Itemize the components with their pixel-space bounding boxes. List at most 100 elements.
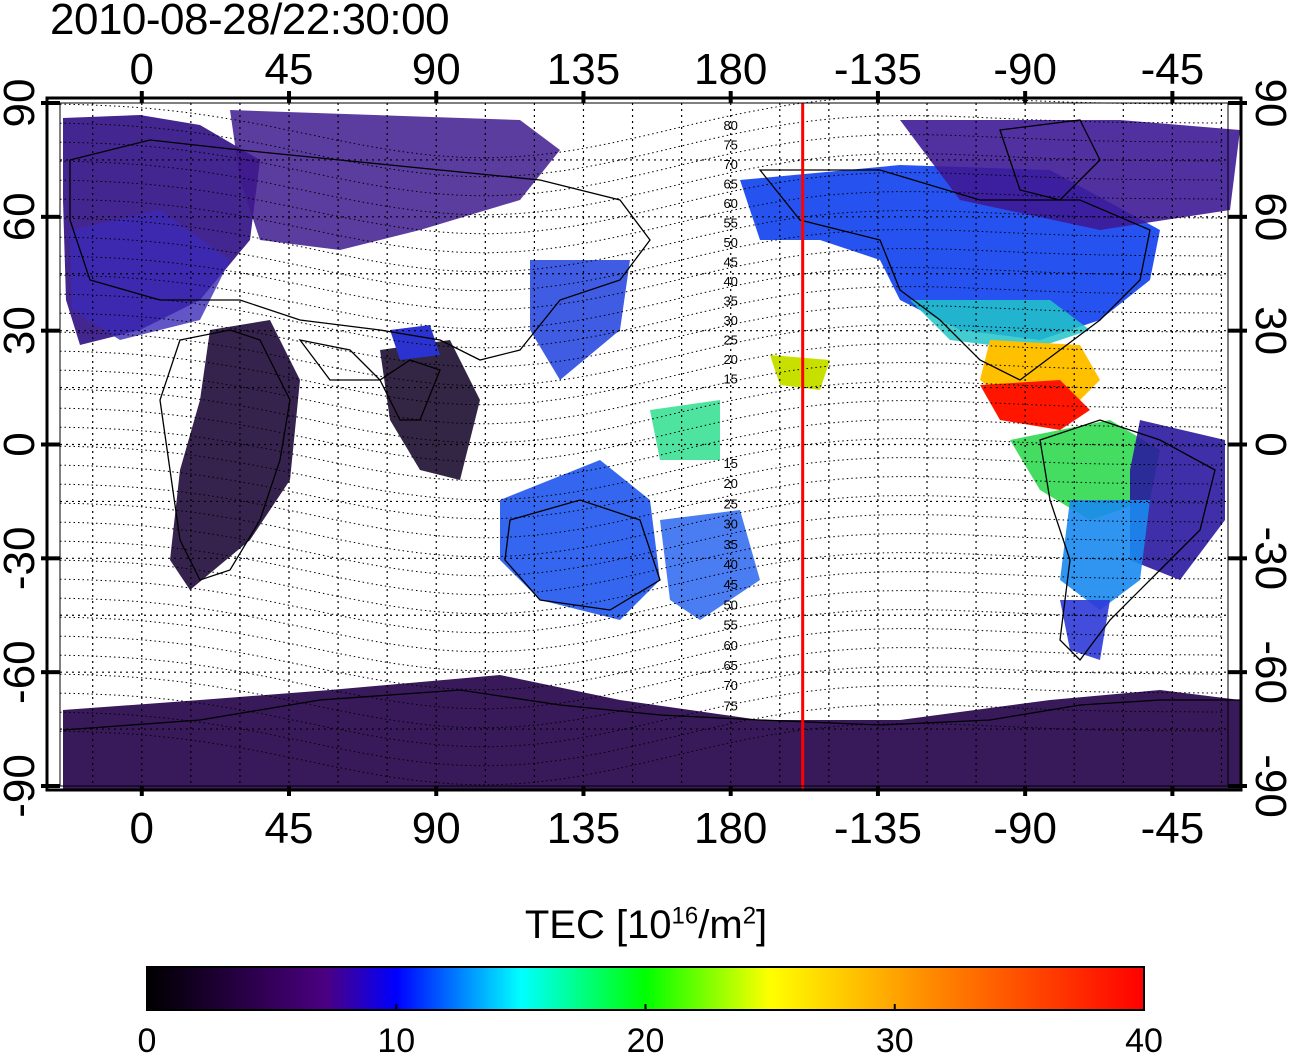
bottom-lon-label: 180 xyxy=(694,804,767,853)
bottom-lon-label: 0 xyxy=(130,804,154,853)
frame-tick-right xyxy=(1228,442,1247,447)
colorbar xyxy=(146,966,1145,1011)
contour-label-north: 35 xyxy=(723,294,737,309)
top-lon-label: -135 xyxy=(834,45,922,94)
coast-south-america xyxy=(1039,419,1216,661)
frame-tick-bottom xyxy=(434,786,439,796)
right-lat-label: 30 xyxy=(1246,306,1292,355)
top-lon-label: -45 xyxy=(1141,45,1205,94)
contour-label-north: 75 xyxy=(723,138,737,153)
frame-tick-left xyxy=(41,328,60,333)
frame-tick-top xyxy=(875,91,880,103)
frame-tick-bottom xyxy=(1170,786,1175,796)
top-lon-label: 180 xyxy=(694,45,767,94)
tec-patch-south-america-east xyxy=(1130,420,1225,580)
contour-label-north: 60 xyxy=(723,196,737,211)
colorbar-tick-label: 40 xyxy=(1125,1022,1163,1057)
top-lon-label: 90 xyxy=(412,45,461,94)
colorbar-tick-label: 0 xyxy=(138,1022,157,1057)
frame-tick-right xyxy=(1228,328,1247,333)
coast-africa xyxy=(159,329,291,581)
tec-patch-pacific-se xyxy=(660,510,760,620)
left-lat-label: -60 xyxy=(0,640,44,704)
contour-line xyxy=(59,590,1225,653)
frame-tick-bottom xyxy=(728,786,733,796)
left-lat-label: 0 xyxy=(0,432,44,456)
tec-data-patches xyxy=(63,110,1240,790)
left-lat-label: 60 xyxy=(0,192,44,241)
coast-antarctica xyxy=(62,689,1240,731)
tec-patch-india xyxy=(380,340,480,480)
colorbar-title-end: ] xyxy=(756,903,768,947)
bottom-lon-label: 45 xyxy=(265,804,314,853)
frame-tick-bottom xyxy=(581,786,586,796)
bottom-lon-label: -135 xyxy=(834,804,922,853)
tec-patch-europe-blue xyxy=(70,210,230,340)
right-lat-label: 60 xyxy=(1246,192,1292,241)
contour-label-north: 45 xyxy=(723,255,737,270)
contour-label-south: 25 xyxy=(723,496,737,511)
contour-labels: 80 75 70 65 60 55 50 45 40 35 30 25 20 15 15 20 25 30 35 40… xyxy=(723,118,737,713)
colorbar-title: TEC [1016/m2] xyxy=(0,902,1292,948)
contour-label-south: 50 xyxy=(723,597,737,612)
colorbar-tick-label: 10 xyxy=(377,1022,415,1057)
left-lat-label: -30 xyxy=(0,527,44,591)
frame-tick-bottom xyxy=(1023,786,1028,796)
frame-tick-top xyxy=(581,91,586,103)
contour-label-south: 55 xyxy=(723,618,737,633)
right-lat-label: -60 xyxy=(1246,640,1292,704)
coast-eurasia xyxy=(69,139,651,361)
frame-tick-bottom xyxy=(139,786,144,796)
contour-label-north: 70 xyxy=(723,157,737,172)
tec-patch-africa xyxy=(170,320,300,590)
tec-patch-usa-south xyxy=(910,300,1090,350)
tec-patch-australia xyxy=(500,460,660,620)
contour-label-north: 50 xyxy=(723,235,737,250)
tec-patch-central-america xyxy=(980,380,1090,430)
colorbar-title-exp1: 16 xyxy=(671,902,699,930)
frame-tick-left xyxy=(41,101,60,105)
frame-tick-right xyxy=(1228,556,1247,561)
colorbar-tick-label: 30 xyxy=(876,1022,914,1057)
contour-label-north: 80 xyxy=(723,118,737,133)
bottom-lon-label: -45 xyxy=(1141,804,1205,853)
colorbar-tick-label: 20 xyxy=(627,1022,665,1057)
right-lat-label: 90 xyxy=(1246,79,1292,128)
coastlines xyxy=(62,119,1240,731)
coast-greenland xyxy=(999,119,1101,201)
contour-line xyxy=(59,628,1225,691)
frame-tick-top xyxy=(287,91,292,103)
contour-label-south: 60 xyxy=(723,638,737,653)
bottom-lon-label: 90 xyxy=(412,804,461,853)
contour-label-south: 30 xyxy=(723,517,737,532)
bottom-lon-label: 135 xyxy=(547,804,620,853)
frame-tick-top xyxy=(139,91,144,103)
frame-tick-top xyxy=(434,91,439,103)
contour-label-north: 55 xyxy=(723,216,737,231)
frame-tick-right xyxy=(1228,101,1247,105)
frame-tick-left xyxy=(41,556,60,561)
contour-label-south: 75 xyxy=(723,698,737,713)
frame-tick-right xyxy=(1228,670,1247,675)
frame-tick-top xyxy=(1023,91,1028,103)
map-timestamp-title: 2010-08-28/22:30:00 xyxy=(50,0,450,44)
tec-patch-canada xyxy=(900,120,1240,230)
tec-patch-asia-north xyxy=(230,110,560,250)
contour-line xyxy=(59,609,1225,672)
colorbar-ticks: 0 10 20 30 40 xyxy=(138,1004,1163,1057)
frame-tick-right xyxy=(1228,214,1247,219)
contour-label-south: 20 xyxy=(723,476,737,491)
map-frame-ticks xyxy=(41,91,1247,796)
top-lon-label: 45 xyxy=(265,45,314,94)
frame-tick-right xyxy=(1228,784,1247,788)
tec-patch-east-asia xyxy=(530,260,630,380)
contour-label-north: 65 xyxy=(723,177,737,192)
coast-australia xyxy=(504,499,661,611)
contour-label-north: 40 xyxy=(723,274,737,289)
frame-tick-bottom xyxy=(875,786,880,796)
tec-patch-antarctica xyxy=(63,675,1240,790)
bottom-lon-label: -90 xyxy=(993,804,1057,853)
coast-arabia-india xyxy=(298,339,441,421)
frame-tick-top xyxy=(1170,91,1175,103)
